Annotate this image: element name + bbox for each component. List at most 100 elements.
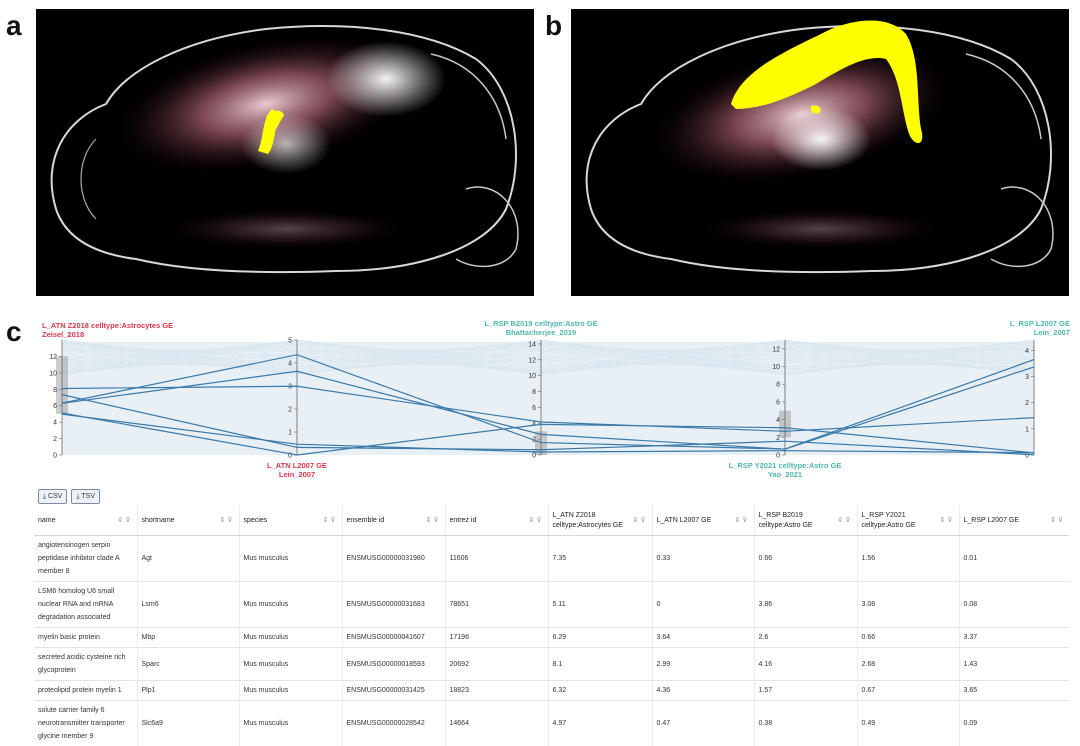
tick-label: 8 [53,387,57,394]
table-cell: 0 [652,582,754,628]
tick-label: 4 [532,421,536,428]
table-cell: 11606 [445,536,548,582]
table-row[interactable]: solute carrier family 6 neurotransmitter… [34,701,1069,746]
filter-icon[interactable]: ⊽ [227,517,234,524]
table-cell: ENSMUSG00000031425 [342,681,445,701]
table-cell: Lsm6 [137,582,239,628]
filter-icon[interactable]: ⊽ [1058,517,1065,524]
table-cell: 0.49 [857,701,959,746]
tick-label: 2 [776,435,780,442]
tick-label: 12 [528,357,536,364]
table-row[interactable]: LSM6 homolog U6 small nuclear RNA and mR… [34,582,1069,628]
panel-label-a: a [6,10,22,42]
sort-icon[interactable]: ⇕ [1050,517,1058,524]
table-cell: ENSMUSG00000031683 [342,582,445,628]
export-csv-button[interactable]: ⤓ CSV [38,489,67,504]
table-cell: secreted acidic cysteine rich glycoprote… [34,648,137,681]
filter-icon[interactable]: ⊽ [640,517,647,524]
table-cell: 3.64 [652,628,754,648]
column-header[interactable]: ensemble id⇕⊽ [342,505,445,536]
column-header[interactable]: shortname⇕⊽ [137,505,239,536]
column-header[interactable]: species⇕⊽ [239,505,342,536]
gene-table: name⇕⊽shortname⇕⊽species⇕⊽ensemble id⇕⊽e… [34,505,1069,746]
tick-label: 4 [53,420,57,427]
column-header-label: species [244,517,268,524]
filter-icon[interactable]: ⊽ [845,517,852,524]
table-cell: 0.66 [754,536,857,582]
column-header[interactable]: L_ATN L2007 GE⇕⊽ [652,505,754,536]
table-cell: solute carrier family 6 neurotransmitter… [34,701,137,746]
table-cell: 0.09 [959,701,1069,746]
column-header[interactable]: entrez id⇕⊽ [445,505,548,536]
column-header[interactable]: L_RSP L2007 GE ⇕⊽ [959,505,1069,536]
table-cell: angiotensinogen serpin peptidase inhibit… [34,536,137,582]
table-cell: LSM6 homolog U6 small nuclear RNA and mR… [34,582,137,628]
tick-label: 0 [532,453,536,460]
table-cell: 2.6 [754,628,857,648]
export-toolbar: ⤓ CSV ⤓ TSV [38,489,100,504]
tick-label: 14 [528,341,536,348]
table-cell: 0.47 [652,701,754,746]
axis-title: L_ATN Z2018 celltype:Astrocytes GE [42,321,173,330]
tick-label: 2 [288,407,292,414]
table-cell: Agt [137,536,239,582]
axis-title: L_RSP B2019 celltype:Astro GE [484,319,597,328]
brain-image-b [571,9,1069,296]
tick-label: 6 [776,399,780,406]
filter-icon[interactable]: ⊽ [433,517,440,524]
tick-label: 1 [1025,426,1029,433]
filter-icon[interactable]: ⊽ [125,517,132,524]
table-cell: ENSMUSG00000018593 [342,648,445,681]
table-cell: 14664 [445,701,548,746]
table-cell: 1.57 [754,681,857,701]
axis-title: L_RSP Y2021 celltype:Astro GE [729,461,842,470]
table-cell: 0.08 [959,582,1069,628]
table-cell: 8.1 [548,648,652,681]
table-cell: ENSMUSG00000028542 [342,701,445,746]
table-row[interactable]: angiotensinogen serpin peptidase inhibit… [34,536,1069,582]
tick-label: 8 [532,389,536,396]
tick-label: 6 [532,405,536,412]
table-cell: Slc6a9 [137,701,239,746]
axis-title: Lein_2007 [1034,328,1070,337]
axis-title: Lein_2007 [279,470,315,479]
filter-icon[interactable]: ⊽ [330,517,337,524]
column-header-label: L_RSP B2019 [759,512,813,519]
tick-label: 10 [49,370,57,377]
filter-icon[interactable]: ⊽ [536,517,543,524]
table-cell: 4.97 [548,701,652,746]
export-tsv-button[interactable]: ⤓ TSV [71,489,100,504]
tick-label: 8 [776,382,780,389]
tsv-label: TSV [81,493,95,500]
column-header[interactable]: name⇕⊽ [34,505,137,536]
table-cell: 17196 [445,628,548,648]
filter-icon[interactable]: ⊽ [947,517,954,524]
csv-label: CSV [48,493,62,500]
column-header-label: shortname [142,517,175,524]
table-cell: 4.16 [754,648,857,681]
panel-label-c: c [6,316,22,348]
table-cell: Mus musculus [239,628,342,648]
filter-icon[interactable]: ⊽ [742,517,749,524]
table-cell: 1.56 [857,536,959,582]
parallel-coordinates-plot[interactable]: 0246810120123450246810121402468101201234… [34,318,1074,486]
tick-label: 0 [53,453,57,460]
table-cell: myelin basic protein [34,628,137,648]
tick-label: 2 [53,436,57,443]
table-cell: proteolipid protein myelin 1 [34,681,137,701]
table-cell: Mus musculus [239,582,342,628]
table-cell: 2.68 [857,648,959,681]
axis-title: Zeisel_2018 [42,330,84,339]
table-row[interactable]: secreted acidic cysteine rich glycoprote… [34,648,1069,681]
column-header-label: L_RSP L2007 GE [964,517,1020,524]
panel-label-b: b [545,10,562,42]
tick-label: 3 [1025,374,1029,381]
table-cell: ENSMUSG00000041607 [342,628,445,648]
table-cell: 3.86 [754,582,857,628]
tick-label: 6 [53,403,57,410]
